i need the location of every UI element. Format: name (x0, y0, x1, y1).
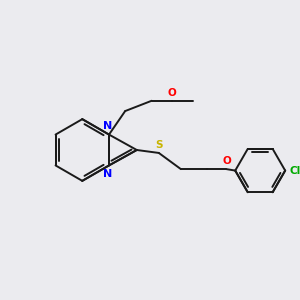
Text: S: S (155, 140, 163, 150)
Text: O: O (222, 156, 231, 166)
Text: N: N (103, 169, 112, 179)
Text: O: O (168, 88, 177, 98)
Text: N: N (103, 121, 112, 131)
Text: Cl: Cl (290, 166, 300, 176)
